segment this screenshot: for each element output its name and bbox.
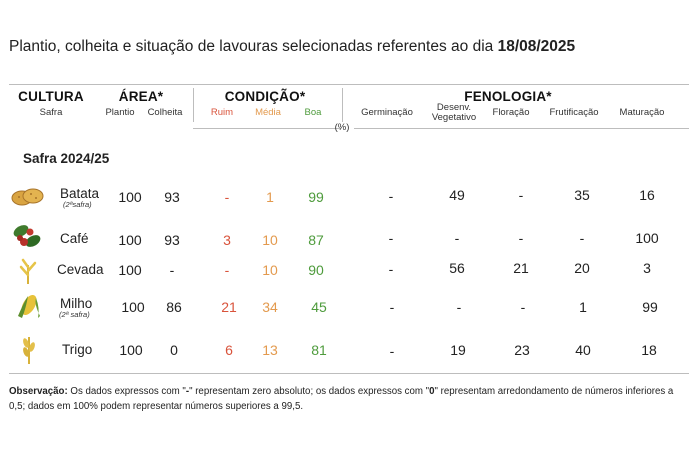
cell-boa: 90 (308, 262, 324, 278)
table-bottom-rule (9, 373, 689, 374)
cell-frutificacao: 20 (574, 260, 590, 276)
cell-media: 1 (266, 189, 274, 205)
title-date: 18/08/2025 (497, 38, 576, 55)
barley-icon (19, 258, 37, 284)
cell-desenv: 49 (449, 187, 465, 203)
cell-desenv: 19 (450, 342, 466, 358)
divider-condicao-fenologia (342, 88, 343, 122)
cell-germinacao: - (389, 343, 395, 359)
observation-note: Observação: Os dados expressos com "-" r… (9, 384, 689, 414)
cell-maturacao: 18 (641, 342, 657, 358)
cell-maturacao: 3 (643, 260, 651, 276)
cell-media: 13 (262, 342, 278, 358)
cell-maturacao: 100 (635, 230, 659, 246)
cell-desenv: - (456, 299, 462, 315)
safra-label: Safra 2024/25 (23, 151, 110, 166)
cell-plantio: 100 (118, 232, 142, 248)
observation-text-3: " representam arredondamento de números … (9, 386, 674, 412)
cell-germinacao: - (389, 299, 395, 315)
cell-ruim: - (224, 189, 230, 205)
cell-boa: 45 (311, 299, 327, 315)
divider-area-condicao (193, 88, 194, 122)
coffee-icon (13, 225, 41, 247)
cell-plantio: 100 (118, 262, 142, 278)
cell-ruim: - (224, 262, 230, 278)
header-plantio: Plantio (105, 107, 135, 118)
cell-plantio: 100 (119, 342, 143, 358)
cell-boa: 99 (308, 189, 324, 205)
cell-frutificacao: 40 (575, 342, 591, 358)
header-cultura: CULTURA (18, 89, 84, 104)
unit-label: (%) (334, 122, 350, 133)
observation-dash: - (185, 386, 190, 397)
header-desenv-line1: Desenv. (436, 102, 472, 113)
unit-rule-right (354, 128, 689, 129)
cell-plantio: 100 (118, 189, 142, 205)
header-safra: Safra (39, 107, 63, 118)
page-title: Plantio, colheita e situação de lavouras… (9, 38, 575, 56)
cell-colheita: 93 (164, 232, 180, 248)
cell-desenv: 56 (449, 260, 465, 276)
cell-frutificacao: - (579, 230, 585, 246)
header-desenv-line2: Vegetativo (431, 112, 477, 123)
header-boa: Boa (304, 107, 322, 118)
cell-germinacao: - (388, 188, 394, 204)
crop-name: Trigo (62, 342, 93, 357)
header-condicao: CONDIÇÃO* (224, 89, 306, 104)
cell-desenv: - (454, 230, 460, 246)
cell-ruim: 3 (223, 232, 231, 248)
cell-maturacao: 99 (642, 299, 658, 315)
header-maturacao: Maturação (619, 107, 665, 118)
cell-germinacao: - (388, 261, 394, 277)
cell-maturacao: 16 (639, 187, 655, 203)
cell-boa: 81 (311, 342, 327, 358)
header-floracao: Floração (492, 107, 530, 118)
potato-icon (11, 188, 44, 206)
header-fenologia: FENOLOGIA* (464, 89, 552, 104)
cell-boa: 87 (308, 232, 324, 248)
cell-colheita: 86 (166, 299, 182, 315)
observation-text-2: " representam zero absoluto; os dados ex… (189, 386, 430, 397)
cell-floracao: - (520, 299, 526, 315)
cell-frutificacao: 1 (579, 299, 587, 315)
cell-plantio: 100 (121, 299, 145, 315)
cell-colheita: - (169, 262, 175, 278)
header-germinacao: Germinação (361, 107, 413, 118)
header-desenv-vegetativo: Desenv. Vegetativo (432, 103, 476, 123)
header-colheita: Colheita (147, 107, 183, 118)
cell-floracao: - (518, 187, 524, 203)
cell-colheita: 0 (170, 342, 178, 358)
cell-media: 10 (262, 262, 278, 278)
cell-floracao: - (518, 230, 524, 246)
cell-floracao: 21 (513, 260, 529, 276)
cell-ruim: 21 (221, 299, 237, 315)
cell-ruim: 6 (225, 342, 233, 358)
header-top-rule (9, 84, 689, 85)
wheat-icon (23, 337, 35, 364)
header-media: Média (255, 107, 281, 118)
cell-floracao: 23 (514, 342, 530, 358)
title-text: Plantio, colheita e situação de lavouras… (9, 38, 494, 55)
header-frutificacao: Frutificação (549, 107, 599, 118)
cell-frutificacao: 35 (574, 187, 590, 203)
header-area: ÁREA* (118, 89, 164, 104)
header-ruim: Ruim (210, 107, 234, 118)
unit-rule-left (193, 128, 341, 129)
observation-zero: 0 (429, 386, 435, 397)
cell-media: 10 (262, 232, 278, 248)
crop-name: Milho (60, 296, 93, 311)
crop-name: Batata (60, 186, 100, 201)
crop-sub: (2ªsafra) (63, 200, 92, 209)
corn-icon (18, 295, 40, 318)
observation-text-1: Os dados expressos com " (70, 386, 186, 397)
crop-name: Cevada (57, 262, 104, 277)
cell-colheita: 93 (164, 189, 180, 205)
observation-label: Observação: (9, 386, 68, 397)
crop-sub: (2ª safra) (59, 310, 90, 319)
cell-germinacao: - (388, 230, 394, 246)
crop-name: Café (60, 231, 89, 246)
cell-media: 34 (262, 299, 278, 315)
